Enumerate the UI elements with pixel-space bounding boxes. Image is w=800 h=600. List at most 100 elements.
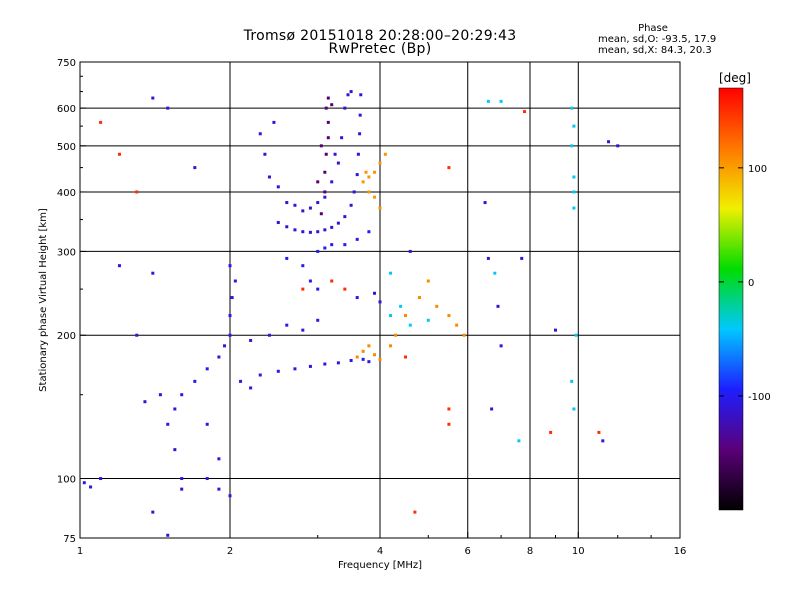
data-point (117, 152, 121, 156)
data-point (117, 264, 121, 268)
data-point (462, 333, 466, 337)
data-point (367, 190, 371, 194)
data-point (301, 328, 305, 332)
data-point (367, 360, 371, 364)
data-point (417, 296, 421, 300)
x-tick-label: 4 (377, 546, 383, 557)
data-point (520, 256, 524, 260)
data-point (413, 510, 417, 514)
data-point (223, 344, 227, 348)
data-point (151, 96, 155, 100)
data-point (217, 355, 221, 359)
data-point (403, 314, 407, 318)
data-point (343, 106, 347, 110)
y-tick-label: 400 (57, 188, 76, 199)
stats-x-mode: mean, sd,X: 84.3, 20.3 (598, 45, 712, 56)
data-point (496, 304, 500, 308)
data-point (308, 279, 312, 283)
data-point (230, 296, 234, 300)
data-point (276, 185, 280, 189)
data-point (356, 152, 360, 156)
data-point (99, 120, 103, 124)
data-point (340, 136, 344, 140)
colorbar-label: [deg] (719, 71, 751, 85)
data-point (447, 314, 451, 318)
data-point (228, 264, 232, 268)
data-point (193, 379, 197, 383)
data-point (486, 256, 490, 260)
data-point (447, 407, 451, 411)
data-point (258, 373, 262, 377)
data-point (293, 203, 297, 207)
data-point (319, 144, 323, 148)
data-point (316, 180, 320, 184)
data-point (316, 287, 320, 291)
data-point (553, 328, 557, 332)
data-point (572, 124, 576, 128)
chart-subtitle: RwPretec (Bp) (328, 41, 432, 57)
scatter-points (82, 90, 620, 537)
data-point (217, 457, 221, 461)
y-axis-ticks: 75 100 200 300 400 500 600 750 (57, 58, 86, 545)
data-point (355, 237, 359, 241)
data-point (330, 103, 334, 107)
data-point (367, 175, 371, 179)
data-point (293, 367, 297, 371)
x-axis-ticks: 1 2 4 6 8 10 16 (77, 532, 687, 557)
data-point (364, 170, 368, 174)
data-point (316, 230, 320, 234)
data-point (572, 407, 576, 411)
data-point (349, 358, 353, 362)
data-point (308, 206, 312, 210)
x-tick-label: 16 (674, 546, 687, 557)
data-point (574, 333, 578, 337)
data-point (143, 400, 147, 404)
colorbar-tick-label: -100 (748, 392, 771, 403)
data-point (285, 201, 289, 205)
data-point (367, 344, 371, 348)
data-point (493, 271, 497, 275)
data-point (455, 323, 459, 327)
colorbar-tick-label: 100 (748, 164, 767, 175)
data-point (301, 264, 305, 268)
data-point (352, 190, 356, 194)
data-point (301, 230, 305, 234)
data-point (616, 144, 620, 148)
data-point (523, 110, 527, 114)
data-point (285, 323, 289, 327)
data-point (319, 212, 323, 216)
data-point (389, 314, 393, 318)
data-point (499, 344, 503, 348)
data-point (597, 430, 601, 434)
data-point (378, 206, 382, 210)
data-point (486, 99, 490, 103)
data-point (361, 357, 365, 361)
data-point (336, 361, 340, 365)
data-point (389, 344, 393, 348)
data-point (358, 113, 362, 117)
data-point (285, 225, 289, 229)
data-point (570, 106, 574, 110)
data-point (217, 487, 221, 491)
data-point (343, 215, 347, 219)
data-point (389, 271, 393, 275)
data-point (346, 93, 350, 97)
data-point (228, 494, 232, 498)
data-point (89, 485, 93, 489)
data-point (355, 355, 359, 359)
data-point (408, 323, 412, 327)
data-point (173, 407, 177, 411)
data-point (166, 422, 170, 426)
y-tick-label: 75 (63, 534, 76, 545)
data-point (205, 367, 209, 371)
data-point (373, 353, 377, 357)
data-point (373, 195, 377, 199)
data-point (355, 296, 359, 300)
data-point (373, 291, 377, 295)
data-point (359, 93, 363, 97)
data-point (355, 173, 359, 177)
data-point (276, 369, 280, 373)
y-tick-label: 600 (57, 104, 76, 115)
data-point (135, 190, 139, 194)
data-point (483, 201, 487, 205)
